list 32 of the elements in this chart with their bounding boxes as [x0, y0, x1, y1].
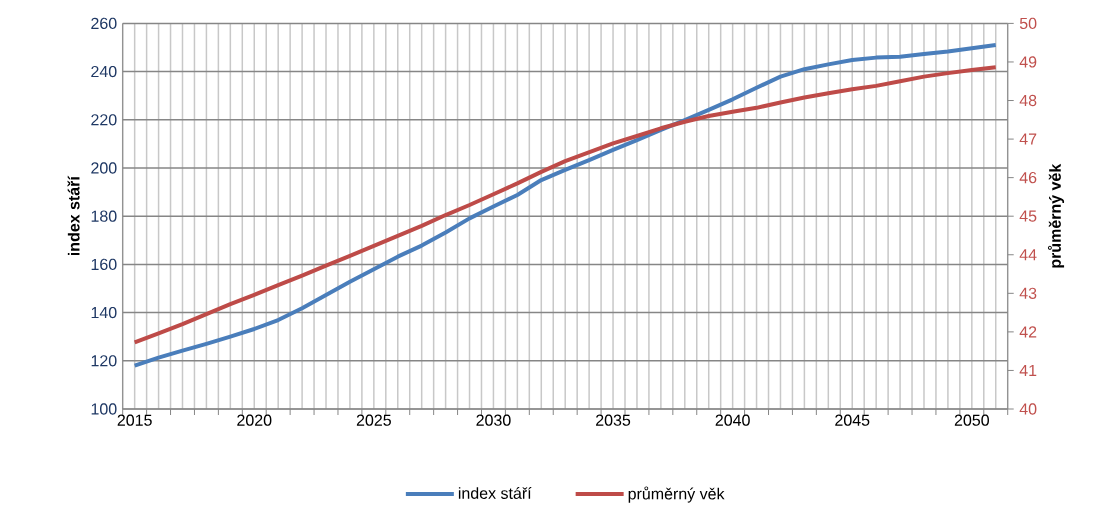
y-tick-label: 180: [91, 210, 117, 222]
y2-tick-label: 48: [1019, 94, 1037, 107]
x-tick-label: 2050: [954, 414, 989, 426]
y-tick-label: 100: [91, 403, 117, 415]
y-tick-label: 260: [91, 17, 117, 30]
x-tick-label: 2045: [835, 414, 870, 426]
y2-tick-label: 47: [1019, 133, 1037, 145]
y2-tick-label: 41: [1019, 364, 1037, 376]
y-tick-label: 200: [91, 162, 117, 174]
x-tick-label: 2030: [476, 414, 511, 426]
y-tick-label: 140: [91, 306, 117, 319]
y-tick-label: 240: [91, 65, 117, 78]
y-tick-label: 220: [91, 114, 117, 126]
x-tick-label: 2015: [117, 414, 152, 426]
y2-tick-label: 40: [1019, 403, 1037, 415]
y2-tick-label: 44: [1019, 249, 1037, 261]
y2-tick-label: 45: [1019, 210, 1037, 222]
x-tick-label: 2020: [237, 414, 272, 426]
legend-label: průměrný věk: [628, 486, 725, 503]
y2-tick-label: 42: [1019, 326, 1037, 338]
legend-label: index stáří: [458, 487, 532, 499]
y-tick-label: 160: [91, 258, 117, 271]
y2-tick-label: 50: [1019, 17, 1037, 30]
y2-tick-label: 46: [1019, 171, 1037, 184]
y-tick-label: 120: [91, 355, 117, 367]
y2-axis-title: průměrný věk: [1047, 163, 1065, 268]
x-tick-label: 2025: [356, 414, 391, 426]
y-axis-title: index stáří: [67, 175, 80, 256]
y2-tick-label: 43: [1019, 287, 1037, 299]
y2-tick-label: 49: [1019, 56, 1037, 68]
x-tick-label: 2040: [715, 414, 750, 426]
x-tick-label: 2035: [596, 414, 631, 426]
